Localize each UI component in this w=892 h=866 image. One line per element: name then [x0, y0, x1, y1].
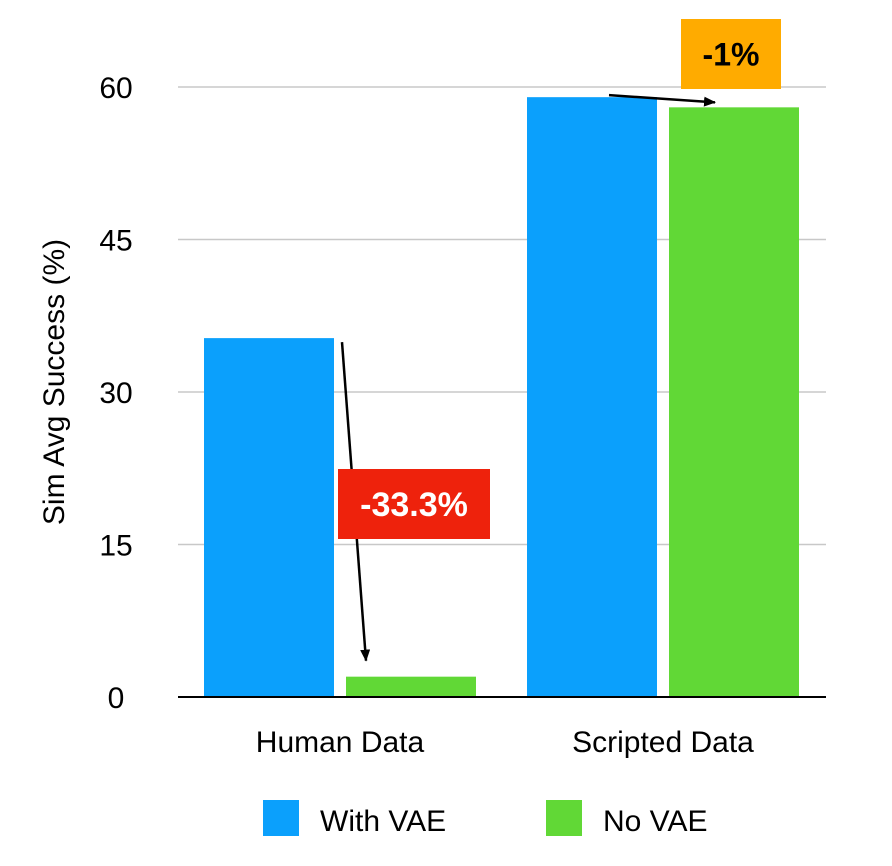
annotation-label: -1% [703, 37, 760, 73]
legend: With VAE No VAE [263, 800, 708, 838]
annotation-badge [681, 19, 781, 89]
y-tick-label: 15 [99, 530, 132, 563]
annotation-badge [338, 469, 490, 539]
y-tick-labels: 0 15 30 45 60 [99, 72, 132, 715]
x-tick-label: Human Data [256, 726, 425, 759]
bar-with-vae [204, 338, 334, 697]
annotations: -33.3% -1% [338, 19, 781, 662]
annotation-arrow [608, 93, 716, 107]
y-tick-label: 0 [108, 682, 125, 715]
x-tick-label: Scripted Data [572, 726, 754, 759]
bar-no-vae [669, 107, 799, 698]
legend-label: With VAE [320, 805, 446, 838]
legend-swatch [263, 800, 299, 836]
y-tick-label: 45 [99, 225, 132, 258]
annotation-label: -33.3% [360, 486, 468, 524]
bar-no-vae [346, 676, 476, 697]
y-tick-label: 30 [99, 377, 132, 410]
bar-with-vae [527, 97, 657, 697]
y-axis-label: Sim Avg Success (%) [38, 239, 71, 525]
legend-label: No VAE [603, 805, 708, 838]
legend-swatch [546, 800, 582, 836]
y-tick-label: 60 [99, 72, 132, 105]
x-tick-labels: Human Data Scripted Data [256, 726, 754, 759]
bars [204, 97, 799, 698]
